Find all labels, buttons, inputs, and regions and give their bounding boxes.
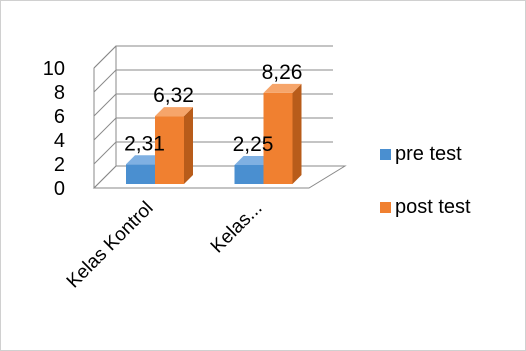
y-tick-label: 4 (54, 130, 65, 152)
gridline (93, 117, 333, 141)
y-tick-label: 2 (54, 154, 65, 176)
bar-front (263, 92, 293, 184)
bar-front (234, 165, 264, 184)
bar-side (184, 107, 193, 184)
legend-label: pre test (395, 143, 462, 165)
x-axis-categories: Kelas Kontrol Kelas... (63, 198, 267, 293)
legend-swatch (380, 149, 391, 160)
bar-top (234, 156, 273, 165)
y-tick-label: 8 (54, 82, 65, 104)
bars (126, 83, 302, 184)
gridlines (92, 45, 347, 189)
bar-side (292, 83, 302, 184)
category-label: Kelas... (207, 198, 267, 258)
gridline (93, 69, 333, 93)
bar-top (126, 155, 164, 165)
data-label: 6,32 (153, 84, 194, 107)
gridline (93, 141, 333, 165)
gridline (93, 93, 333, 117)
legend-swatch (380, 202, 391, 213)
legend-item-post-test[interactable]: post test (380, 196, 471, 218)
legend-label: post test (395, 196, 471, 218)
bar-top (155, 107, 193, 117)
gridline (93, 45, 333, 69)
bar-post-test (263, 83, 302, 184)
y-tick-label: 0 (54, 178, 65, 200)
data-labels: 2,31 6,32 2,25 8,26 (124, 61, 302, 156)
data-label: 8,26 (262, 61, 303, 84)
category-label: Kelas Kontrol (63, 198, 158, 293)
legend[interactable]: pre test post test (380, 143, 471, 218)
y-tick-label: 6 (54, 106, 65, 128)
chart-floor (92, 165, 347, 189)
bar-top (263, 83, 302, 93)
y-tick-label: 10 (43, 58, 65, 80)
bar-post-test (155, 107, 193, 184)
bar-front (155, 116, 184, 184)
data-label: 2,31 (124, 132, 165, 155)
bar-front (126, 164, 155, 184)
legend-item-pre-test[interactable]: pre test (380, 143, 462, 165)
data-label: 2,25 (233, 133, 274, 156)
